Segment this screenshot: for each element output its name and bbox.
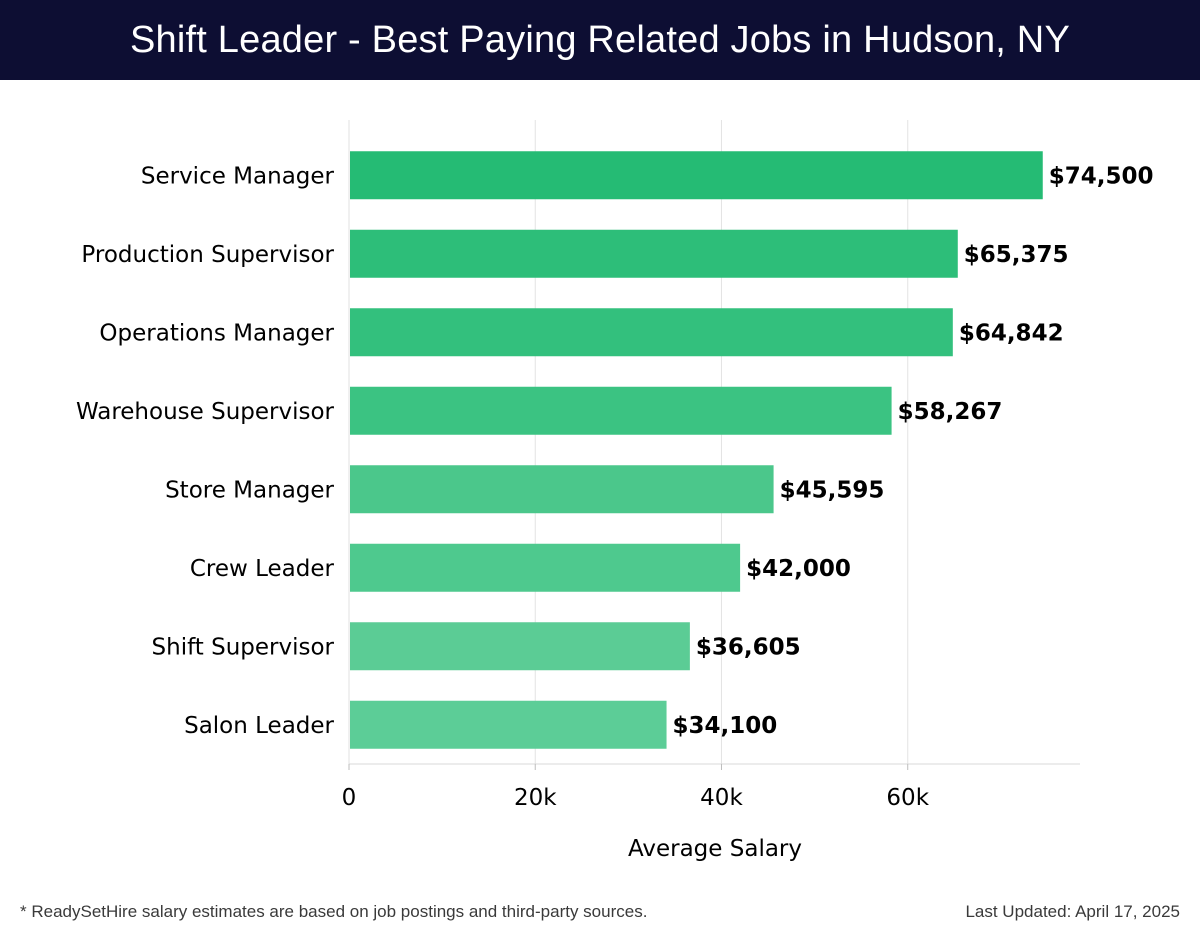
bar — [350, 308, 953, 357]
value-label: $45,595 — [780, 477, 885, 503]
bar — [350, 229, 958, 278]
x-axis: 0 20k 40k 60k — [342, 763, 1080, 811]
x-tick-label: 0 — [342, 785, 357, 811]
x-tick-label: 20k — [514, 785, 557, 811]
category-label: Operations Manager — [99, 320, 334, 346]
x-tick-label: 60k — [886, 785, 929, 811]
category-label: Warehouse Supervisor — [76, 399, 335, 425]
chart-title-bar: Shift Leader - Best Paying Related Jobs … — [0, 0, 1200, 80]
bar — [350, 543, 741, 592]
value-label: $34,100 — [673, 713, 778, 739]
value-label: $36,605 — [696, 634, 801, 660]
x-tick-label: 40k — [700, 785, 743, 811]
x-axis-label: Average Salary — [628, 836, 802, 862]
category-label: Service Manager — [141, 163, 335, 189]
category-label: Production Supervisor — [81, 242, 334, 268]
bar — [350, 151, 1043, 200]
value-label: $42,000 — [746, 556, 851, 582]
bar — [350, 622, 690, 671]
bar — [350, 386, 892, 435]
footnote: * ReadySetHire salary estimates are base… — [20, 902, 648, 921]
value-label: $65,375 — [964, 242, 1069, 268]
category-label: Salon Leader — [184, 713, 334, 739]
category-label: Crew Leader — [190, 556, 335, 582]
bars — [350, 151, 1043, 749]
bar — [350, 465, 774, 514]
labels: Service Manager $74,500 Production Supervi… — [76, 163, 1154, 739]
value-label: $74,500 — [1049, 163, 1154, 189]
last-updated: Last Updated: April 17, 2025 — [965, 902, 1180, 921]
category-label: Store Manager — [165, 477, 334, 503]
category-label: Shift Supervisor — [152, 634, 335, 660]
page-title: Shift Leader - Best Paying Related Jobs … — [129, 18, 1070, 61]
value-label: $64,842 — [959, 320, 1064, 346]
value-label: $58,267 — [898, 399, 1003, 425]
bar — [350, 700, 667, 749]
